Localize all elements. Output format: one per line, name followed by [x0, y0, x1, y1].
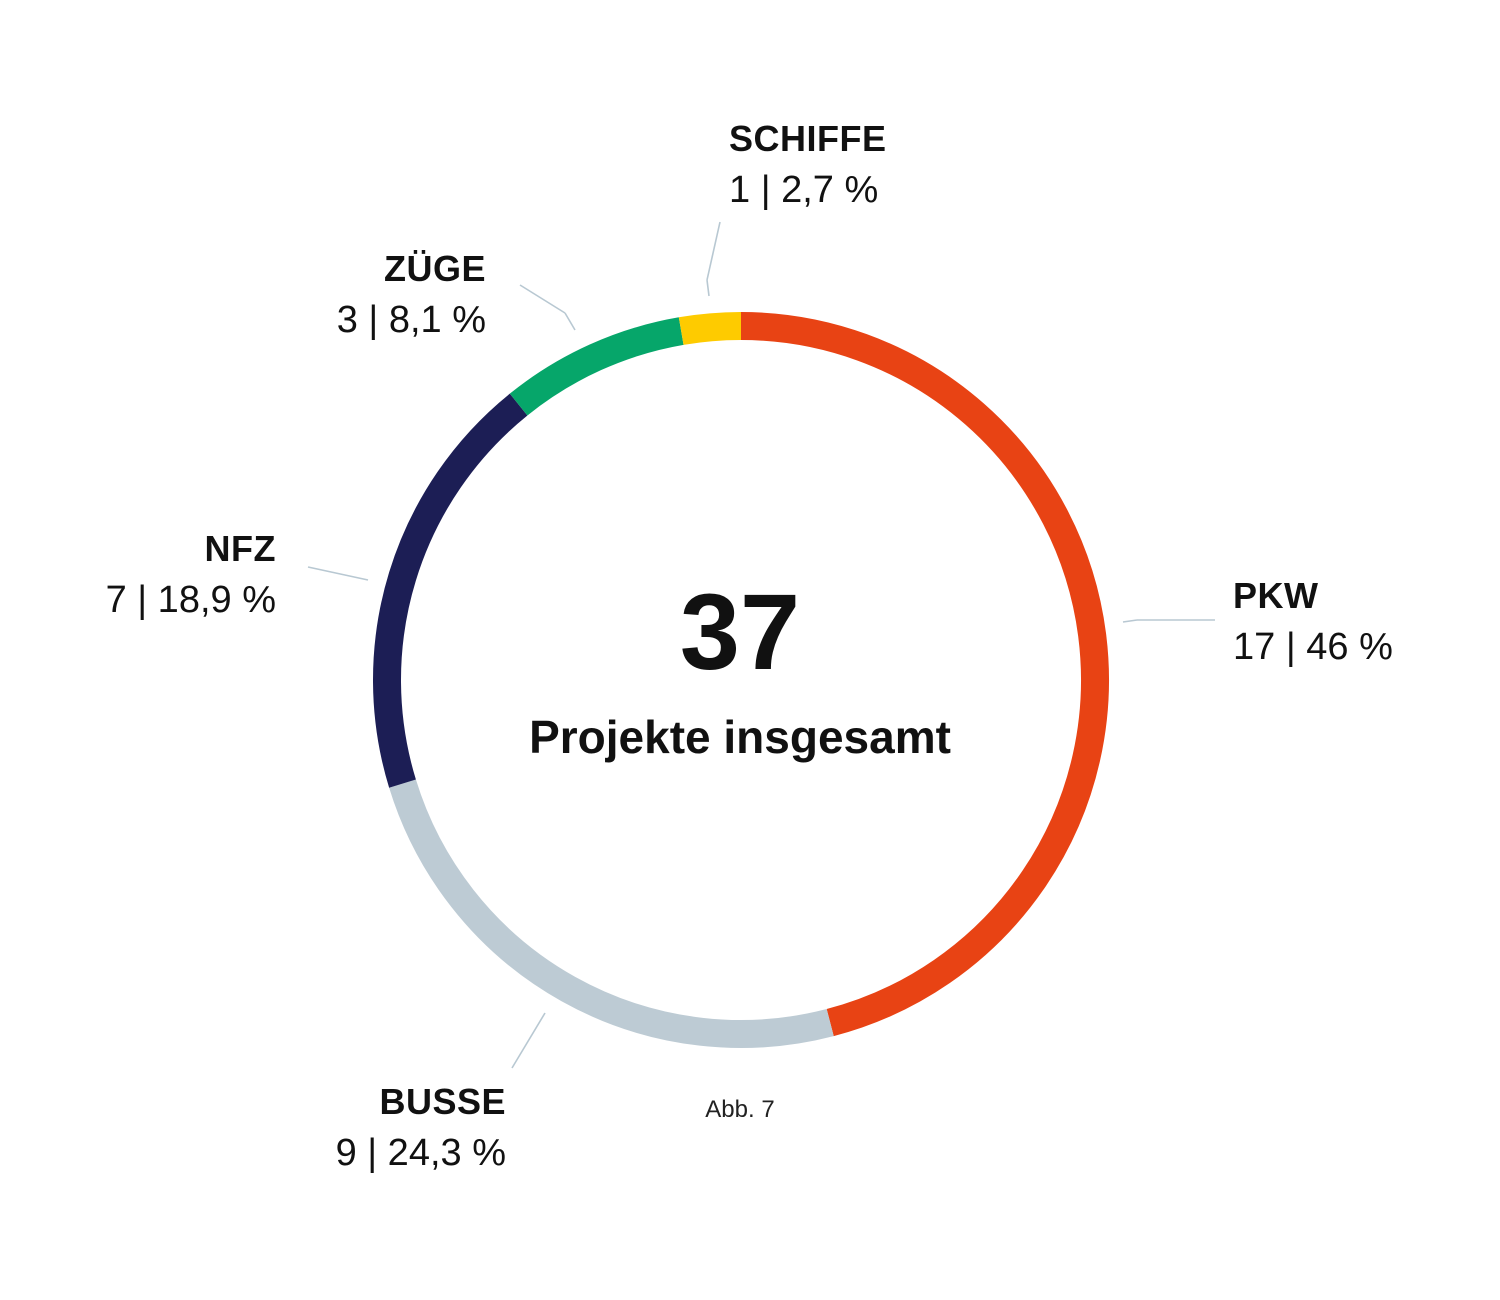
donut-segment-schiffe [678, 312, 742, 345]
segment-label-pkw: PKW 17 | 46 % [1233, 575, 1393, 668]
leader-line-zuege [519, 284, 566, 314]
donut-segment-busse [389, 779, 834, 1048]
segment-value-nfz: 7 | 18,9 % [105, 579, 276, 621]
segment-value-zuege: 3 | 8,1 % [336, 299, 486, 341]
donut-segment-zuege [509, 317, 684, 416]
leader-line-schiffe [706, 221, 721, 281]
leader-line-busse [511, 1012, 546, 1069]
segment-name-schiffe: SCHIFFE [729, 118, 887, 159]
segment-name-zuege: ZÜGE [383, 248, 486, 289]
segment-name-pkw: PKW [1233, 575, 1319, 616]
segment-label-zuege: ZÜGE 3 | 8,1 % [250, 248, 486, 341]
donut-segments [373, 312, 1110, 1048]
leader-line-schiffe-ext [706, 279, 710, 297]
donut-segment-pkw [740, 312, 1110, 1037]
segment-label-nfz: NFZ 7 | 18,9 % [40, 528, 276, 621]
segment-value-busse: 9 | 24,3 % [335, 1132, 506, 1174]
leader-line-zuege-ext [564, 312, 576, 331]
segment-value-pkw: 17 | 46 % [1233, 626, 1393, 668]
segment-name-nfz: NFZ [204, 528, 276, 569]
leader-lines [307, 221, 1215, 1069]
segment-label-busse: BUSSE 9 | 24,3 % [200, 1081, 506, 1174]
donut-segment-nfz [373, 393, 528, 788]
total-projects-label: Projekte insgesamt [529, 711, 951, 763]
total-projects-value: 37 [679, 571, 801, 692]
segment-value-schiffe: 1 | 2,7 % [729, 169, 879, 211]
figure-caption: Abb. 7 [705, 1096, 775, 1123]
segment-name-busse: BUSSE [379, 1081, 506, 1122]
leader-line-nfz [307, 566, 369, 581]
leader-line-pkw [1122, 619, 1138, 623]
segment-label-schiffe: SCHIFFE 1 | 2,7 % [729, 118, 887, 211]
